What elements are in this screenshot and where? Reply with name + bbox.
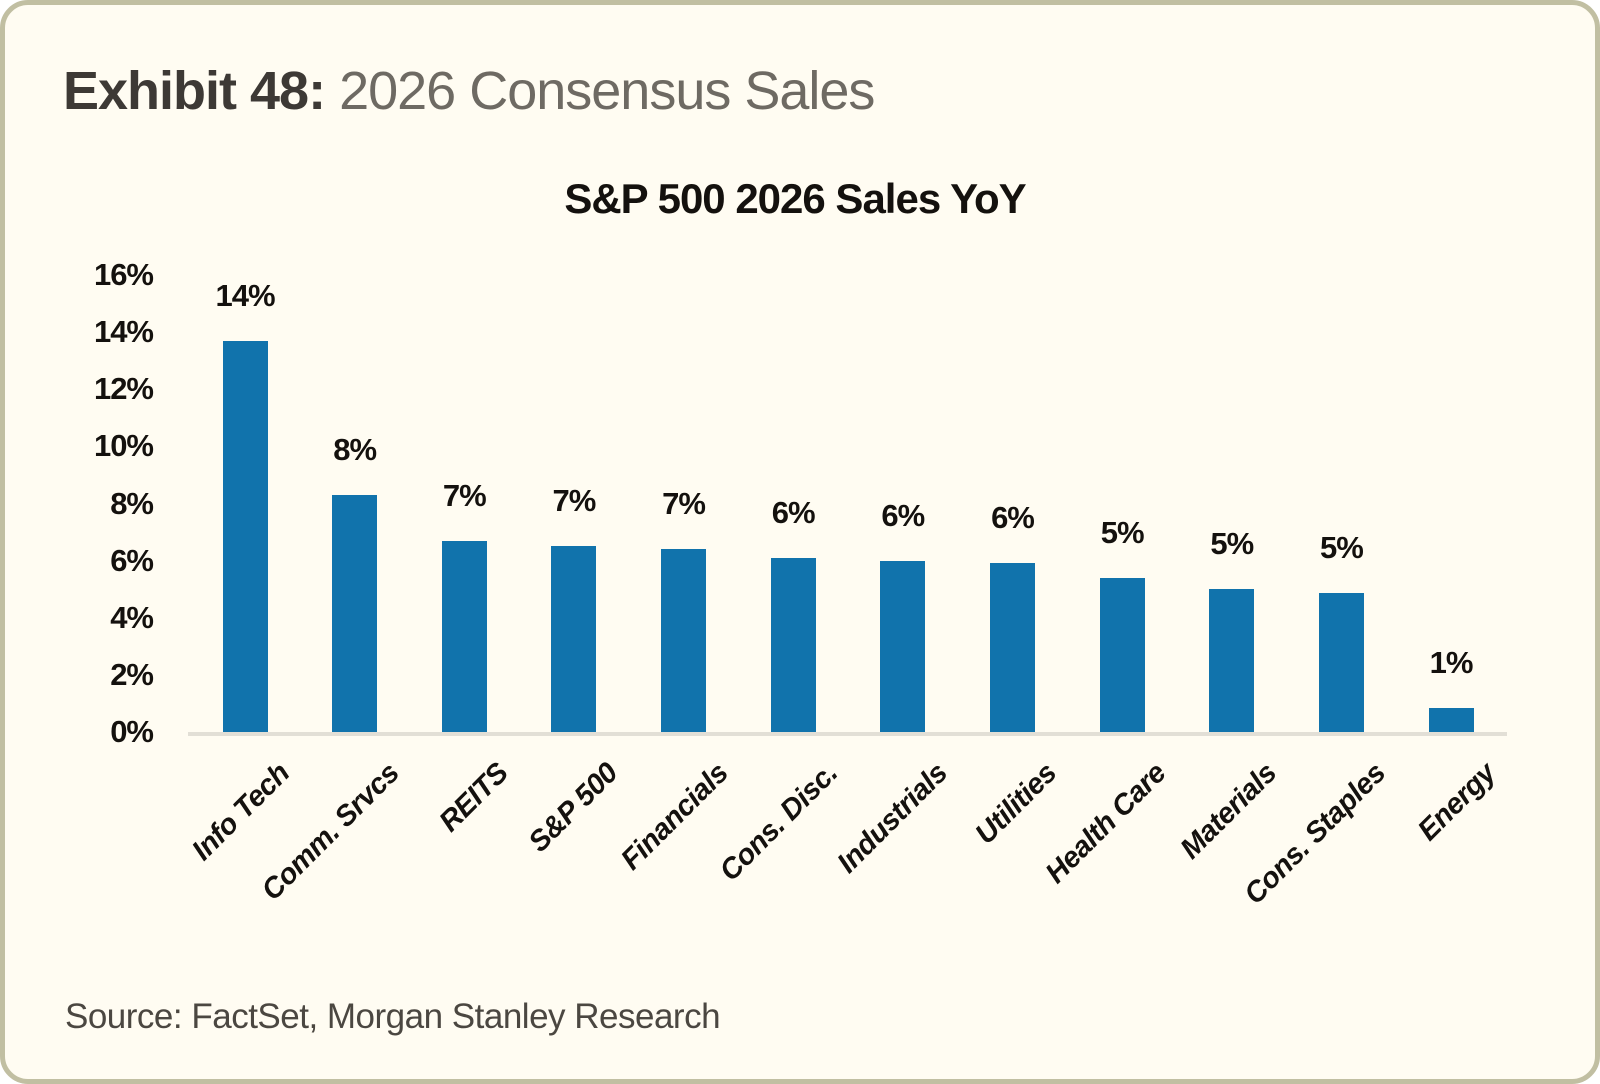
category-label-s-p-500: S&P 500 — [523, 757, 625, 859]
bar-industrials — [880, 560, 926, 732]
category-label-cons-disc: Cons. Disc. — [713, 757, 844, 888]
y-axis-tick-8pct: 8% — [110, 485, 154, 521]
bar-value-label-cons-staples: 5% — [1319, 530, 1364, 566]
bar-value-label-materials: 5% — [1210, 526, 1254, 562]
chart-title: S&P 500 2026 Sales YoY — [564, 175, 1026, 222]
y-axis-tick-2pct: 2% — [110, 656, 154, 692]
y-axis-tick-16pct: 16% — [93, 257, 154, 293]
exhibit-heading: Exhibit 48: 2026 Consensus Sales — [63, 61, 875, 121]
bar-value-label-industrials: 6% — [881, 497, 925, 533]
category-label-financials: Financials — [614, 757, 735, 877]
bar-value-label-info-tech: 14% — [215, 277, 275, 313]
bar-info-tech — [222, 340, 268, 732]
bar-value-label-reits: 7% — [442, 477, 487, 513]
bar-value-label-utilities: 6% — [991, 500, 1035, 536]
exhibit-number-label: Exhibit 48: — [63, 61, 326, 121]
y-axis-tick-10pct: 10% — [93, 428, 154, 464]
bar-cons-disc — [770, 557, 816, 732]
bar-cons-staples — [1318, 593, 1364, 732]
bar-financials — [661, 549, 707, 732]
bar-value-label-comm-srvcs: 8% — [333, 431, 377, 467]
source-text: Source: FactSet, Morgan Stanley Research — [65, 997, 721, 1036]
category-label-utilities: Utilities — [969, 757, 1064, 851]
y-axis-tick-14pct: 14% — [93, 314, 154, 350]
bar-s-p-500 — [551, 546, 597, 732]
bar-value-label-health-care: 5% — [1100, 514, 1145, 550]
exhibit-title-text: 2026 Consensus Sales — [339, 61, 875, 121]
bar-value-label-energy: 1% — [1429, 644, 1474, 680]
bar-value-label-cons-disc: 6% — [771, 494, 816, 530]
bar-value-label-financials: 7% — [662, 486, 706, 522]
y-axis-tick-0pct: 0% — [110, 714, 154, 749]
category-label-reits: REITS — [433, 757, 515, 839]
bar-reits — [441, 540, 487, 732]
x-axis-baseline — [188, 732, 1507, 736]
category-label-energy: Energy — [1411, 757, 1502, 848]
category-label-industrials: Industrials — [831, 757, 954, 880]
y-axis-tick-12pct: 12% — [93, 371, 154, 407]
bar-health-care — [1099, 577, 1145, 732]
bar-value-label-s-p-500: 7% — [552, 483, 597, 519]
bar-energy — [1428, 707, 1474, 732]
category-label-info-tech: Info Tech — [185, 757, 296, 867]
y-axis-tick-4pct: 4% — [110, 599, 154, 635]
plot-area: 0% 2% 4% 6% 8% 10% 12% 14% 16% 14% Info Tech 8% Comm… — [5, 5, 1595, 1079]
bar-utilities — [989, 563, 1035, 732]
category-label-materials: Materials — [1174, 757, 1283, 866]
bar-comm-srvcs — [332, 494, 378, 732]
bar-materials — [1209, 589, 1255, 732]
y-axis-tick-6pct: 6% — [110, 542, 154, 578]
